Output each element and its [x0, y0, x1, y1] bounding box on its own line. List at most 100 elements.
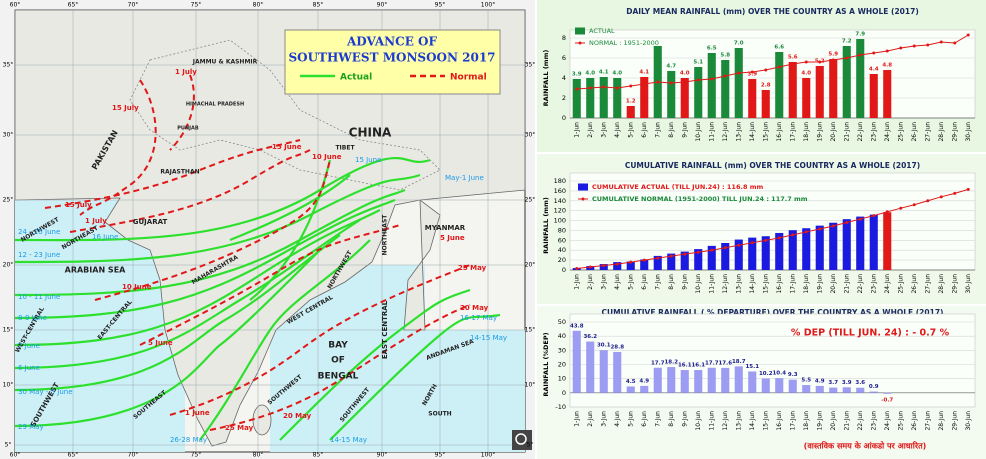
bar: [667, 253, 676, 270]
x-tick-label: 15-Jun: [762, 411, 769, 431]
x-tick-label: 3-Jun: [600, 274, 607, 290]
value-label: 28.8: [610, 345, 624, 351]
bar: [842, 219, 851, 270]
line-point: [602, 85, 606, 89]
line-point: [656, 80, 660, 84]
x-tick-label: 22-Jun: [857, 411, 864, 431]
actual-date: 14-15 May: [330, 436, 367, 444]
actual-date: 16 June: [92, 233, 118, 241]
normal-line: [169, 264, 471, 416]
value-label: 9.3: [788, 372, 798, 378]
value-label: 15.1: [745, 364, 759, 370]
x-tick-label: 12-Jun: [722, 274, 729, 294]
line-point: [939, 40, 943, 44]
x-tick-label: 8-Jun: [668, 122, 675, 138]
x-tick-label: 10-Jun: [695, 122, 702, 142]
value-label: 7.0: [734, 41, 744, 47]
lon-label: 80°: [253, 2, 264, 9]
plot-area: [569, 29, 976, 119]
x-tick-label: 12-Jun: [722, 122, 729, 142]
bar: [680, 78, 689, 118]
actual-date: 6 June: [18, 364, 40, 372]
line-point: [669, 81, 673, 85]
value-label: 4.0: [801, 71, 811, 77]
lon-label: 65°: [68, 452, 79, 459]
value-label: 10.4: [772, 371, 786, 377]
y-tick-label: 100: [554, 217, 566, 225]
value-label: 4.8: [882, 63, 892, 69]
x-tick-label: 20-Jun: [830, 274, 837, 294]
value-label: 4.5: [626, 379, 636, 385]
bar: [653, 255, 662, 270]
actual-date: 7 June: [18, 342, 40, 350]
line-point: [764, 68, 768, 72]
x-tick-label: 19-Jun: [816, 274, 823, 294]
x-tick-label: 29-Jun: [951, 274, 958, 294]
bar: [761, 90, 770, 118]
plot-area: [569, 172, 976, 271]
lon-label: 75°: [191, 452, 202, 459]
x-tick-label: 9-Jun: [681, 274, 688, 290]
value-label: 16.1: [678, 363, 692, 369]
bar: [788, 62, 797, 118]
x-tick-label: 16-Jun: [776, 122, 783, 142]
line-point: [966, 187, 970, 191]
line-point: [575, 87, 579, 91]
x-tick-label: 29-Jun: [951, 411, 958, 431]
x-tick-label: 17-Jun: [789, 274, 796, 294]
value-label: 10.2: [759, 371, 773, 377]
normal-date: 25 May: [458, 264, 487, 272]
lon-label: 90°: [377, 452, 388, 459]
x-tick-label: 3-Jun: [600, 122, 607, 138]
value-label: 4.9: [639, 378, 649, 384]
normal-line: [139, 224, 401, 346]
normal-date: 20 May: [283, 412, 312, 420]
value-label: 7.9: [855, 32, 865, 38]
x-tick-label: 7-Jun: [654, 274, 661, 290]
lat-label: 10°: [3, 382, 14, 389]
value-label: 5.8: [720, 53, 730, 59]
bar: [883, 392, 892, 394]
value-label: 18.2: [664, 360, 678, 366]
x-tick-label: 13-Jun: [735, 274, 742, 294]
bar: [815, 225, 824, 270]
x-tick-label: 13-Jun: [735, 411, 742, 431]
x-tick-label: 12-Jun: [722, 411, 729, 431]
x-tick-label: 22-Jun: [857, 274, 864, 294]
region-label: HIMACHAL PRADESH: [186, 102, 244, 108]
line-point: [912, 203, 916, 207]
x-tick-label: 18-Jun: [803, 411, 810, 431]
line-point: [966, 33, 970, 37]
x-tick-label: 27-Jun: [924, 411, 931, 431]
bar: [802, 385, 811, 393]
y-tick-label: 20: [558, 361, 566, 369]
x-tick-label: 15-Jun: [762, 274, 769, 294]
line: [576, 34, 969, 90]
x-tick-label: 6-Jun: [641, 411, 648, 427]
y-tick-label: 0: [562, 266, 566, 274]
value-label: 18.7: [732, 359, 746, 365]
actual-line: [14, 249, 321, 428]
bar: [761, 378, 770, 393]
lon-label: 65°: [68, 2, 79, 9]
value-label: 4.1: [639, 70, 649, 76]
x-tick-label: 25-Jun: [897, 122, 904, 142]
line-point: [642, 258, 646, 262]
x-tick-label: 4-Jun: [614, 122, 621, 138]
bar: [869, 391, 878, 393]
value-label: 1.2: [626, 99, 636, 105]
line-point: [791, 62, 795, 66]
bar: [707, 367, 716, 393]
actual-line: [199, 239, 371, 441]
bar: [869, 74, 878, 118]
actual-line: [14, 219, 361, 370]
region-label: MYANMAR: [425, 224, 466, 232]
line-point: [939, 195, 943, 199]
line-point: [750, 241, 754, 245]
normal-line: [94, 159, 331, 301]
value-label: 30.1: [597, 343, 611, 349]
normal-line: [79, 79, 157, 216]
bar: [694, 370, 703, 393]
value-label: 4.0: [680, 71, 690, 77]
